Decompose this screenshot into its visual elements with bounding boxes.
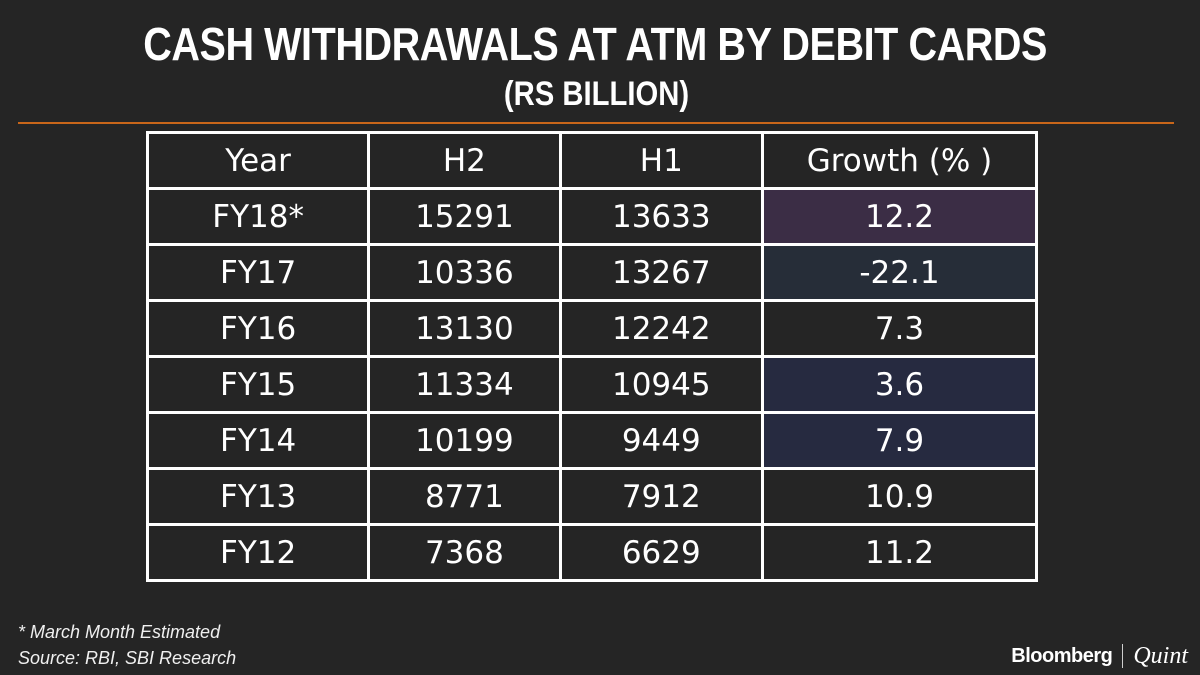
year-cell: FY15 <box>145 355 371 414</box>
growth-cell: 12.2 <box>760 187 1039 246</box>
year-cell: FY14 <box>145 411 371 470</box>
growth-cell: 7.9 <box>760 411 1039 470</box>
h1-cell: 10945 <box>558 355 764 414</box>
h1-cell: 13267 <box>558 243 764 302</box>
column-header-growth: Growth (% ) <box>760 131 1039 190</box>
year-cell: FY16 <box>145 299 371 358</box>
h2-cell: 10199 <box>367 411 562 470</box>
column-header-year: Year <box>145 131 371 190</box>
h2-cell: 7368 <box>367 523 562 582</box>
footnote: * March Month Estimated <box>18 622 221 642</box>
h2-cell: 10336 <box>367 243 562 302</box>
year-cell: FY13 <box>145 467 371 526</box>
table-row: FY18* 15291 13633 12.2 <box>145 187 1039 246</box>
table-row: FY15 11334 10945 3.6 <box>145 355 1039 414</box>
h2-cell: 8771 <box>367 467 562 526</box>
h2-cell: 13130 <box>367 299 562 358</box>
growth-cell: 10.9 <box>760 467 1039 526</box>
table-row: FY13 8771 7912 10.9 <box>145 467 1039 526</box>
chart-subtitle: (RS BILLION) <box>503 75 690 113</box>
year-cell: FY18* <box>145 187 371 246</box>
h1-cell: 6629 <box>558 523 764 582</box>
column-header-h1: H1 <box>558 131 764 190</box>
year-cell: FY12 <box>145 523 371 582</box>
table-header-row: Year H2 H1 Growth (% ) <box>145 131 1039 190</box>
data-table: Year H2 H1 Growth (% ) FY18* 15291 13633… <box>145 131 1039 582</box>
h1-cell: 13633 <box>558 187 764 246</box>
table-row: FY14 10199 9449 7.9 <box>145 411 1039 470</box>
growth-cell: 3.6 <box>760 355 1039 414</box>
table-row: FY17 10336 13267 -22.1 <box>145 243 1039 302</box>
h1-cell: 7912 <box>558 467 764 526</box>
growth-cell: 7.3 <box>760 299 1039 358</box>
h1-cell: 9449 <box>558 411 764 470</box>
table-row: FY16 13130 12242 7.3 <box>145 299 1039 358</box>
bloomberg-wordmark: Bloomberg <box>1011 644 1113 667</box>
chart-title: CASH WITHDRAWALS AT ATM BY DEBIT CARDS <box>143 18 1047 70</box>
growth-cell: -22.1 <box>760 243 1039 302</box>
brand-logo: Bloomberg Quint <box>1011 642 1188 670</box>
column-header-h2: H2 <box>367 131 562 190</box>
title-divider <box>18 122 1174 124</box>
quint-wordmark: Quint <box>1133 642 1188 669</box>
h2-cell: 15291 <box>367 187 562 246</box>
table-row: FY12 7368 6629 11.2 <box>145 523 1039 582</box>
brand-separator <box>1122 644 1124 668</box>
growth-cell: 11.2 <box>760 523 1039 582</box>
h2-cell: 11334 <box>367 355 562 414</box>
h1-cell: 12242 <box>558 299 764 358</box>
year-cell: FY17 <box>145 243 371 302</box>
source-note: Source: RBI, SBI Research <box>18 648 237 668</box>
